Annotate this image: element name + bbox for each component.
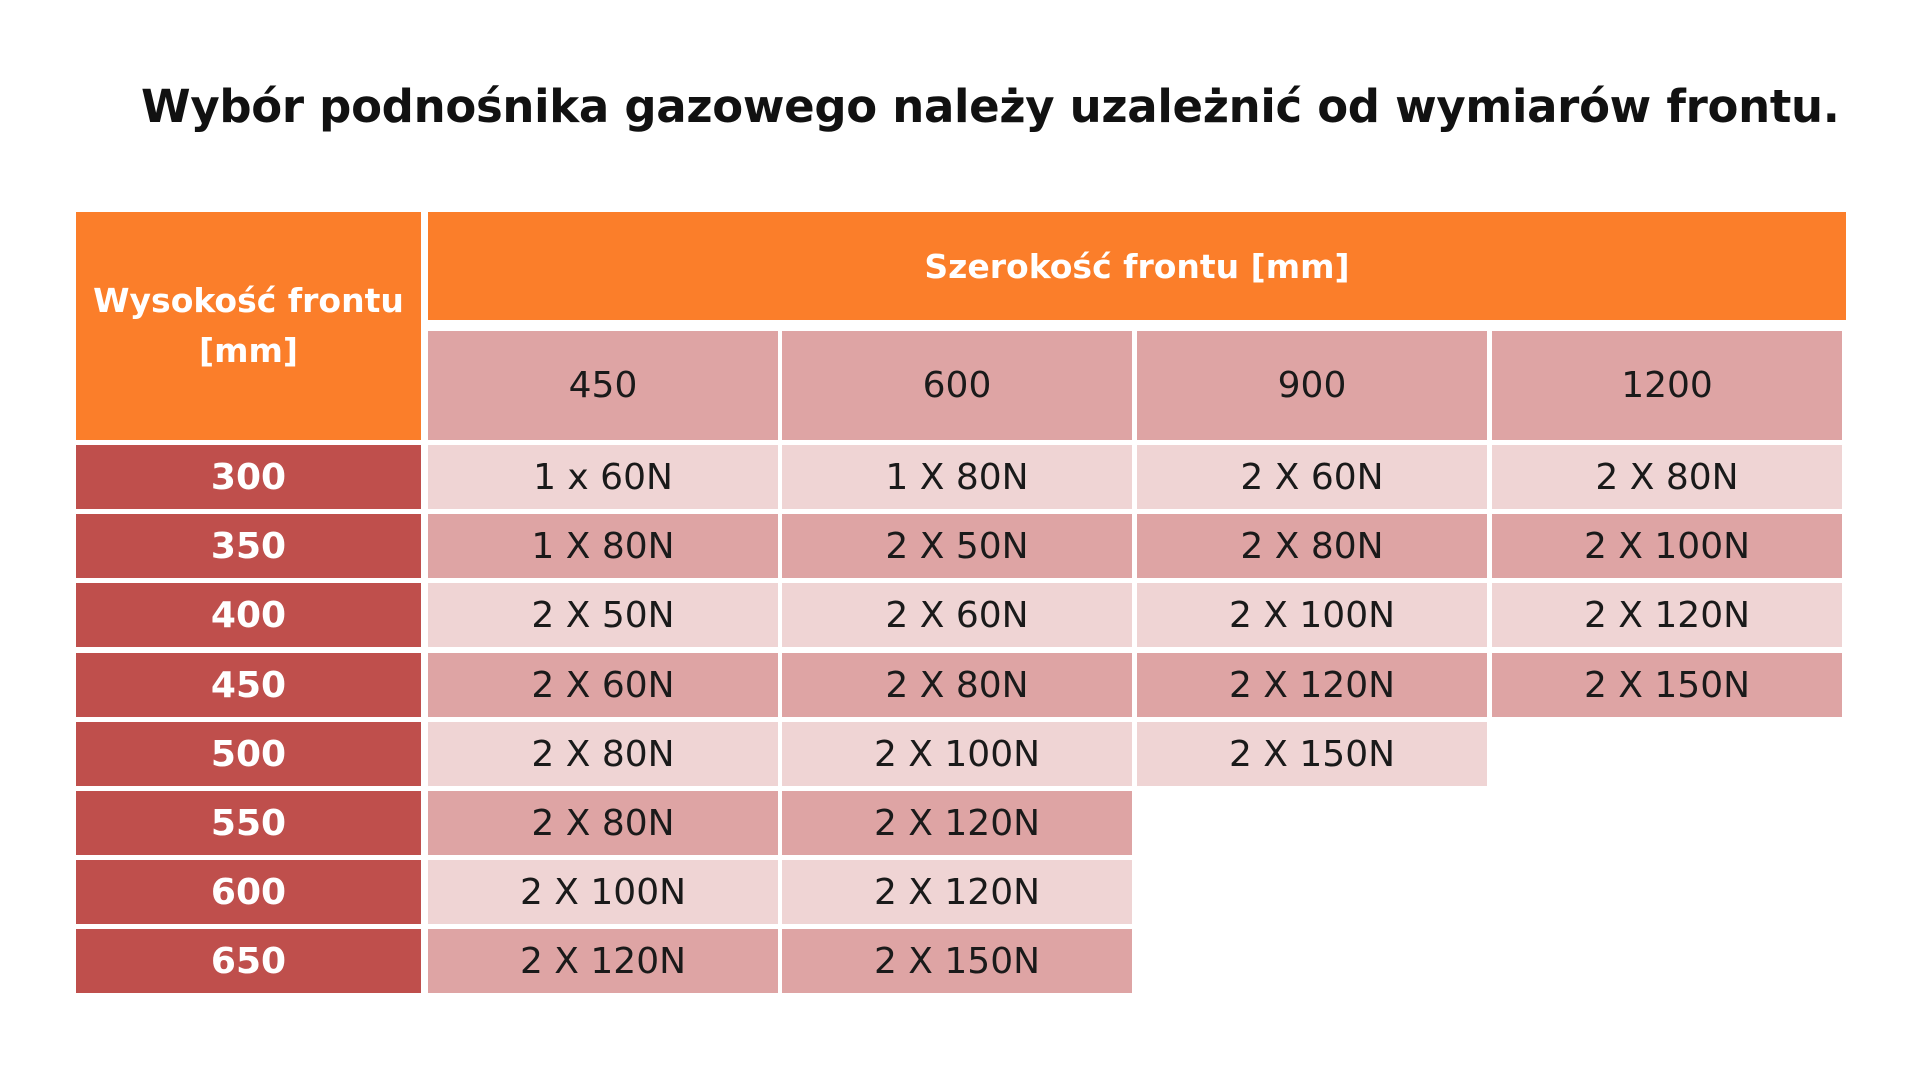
page-title: Wybór podnośnika gazowego należy uzależn…	[141, 80, 1840, 133]
gas-lift-value-cell: 2 X 120N	[1137, 653, 1487, 717]
width-header-1: 600	[782, 331, 1132, 440]
gas-lift-value-cell: 2 X 120N	[782, 860, 1132, 924]
height-row-header: 400	[76, 583, 421, 647]
width-header-2: 900	[1137, 331, 1487, 440]
gas-lift-value-cell: 1 X 80N	[428, 514, 778, 578]
gas-lift-value-cell: 2 X 50N	[782, 514, 1132, 578]
height-row-header: 350	[76, 514, 421, 578]
gas-lift-value-cell: 2 X 80N	[1137, 514, 1487, 578]
gas-lift-value-cell: 2 X 80N	[428, 722, 778, 786]
gas-lift-value-cell: 2 X 80N	[782, 653, 1132, 717]
width-header-3: 1200	[1492, 331, 1842, 440]
gas-lift-value-cell: 1 x 60N	[428, 445, 778, 509]
height-row-header: 650	[76, 929, 421, 993]
gas-lift-value-cell: 2 X 120N	[782, 791, 1132, 855]
gas-lift-value-cell: 2 X 50N	[428, 583, 778, 647]
gas-lift-value-cell: 2 X 150N	[782, 929, 1132, 993]
gas-lift-value-cell: 2 X 120N	[1492, 583, 1842, 647]
gas-lift-value-cell: 2 X 100N	[1137, 583, 1487, 647]
height-row-header: 550	[76, 791, 421, 855]
gas-lift-value-cell: 2 X 80N	[428, 791, 778, 855]
gas-lift-selection-table: Wysokość frontu [mm] Szerokość frontu [m…	[76, 212, 1846, 993]
height-row-header: 300	[76, 445, 421, 509]
gas-lift-value-cell: 2 X 150N	[1137, 722, 1487, 786]
height-row-header: 450	[76, 653, 421, 717]
gas-lift-value-cell: 2 X 100N	[1492, 514, 1842, 578]
height-row-header: 500	[76, 722, 421, 786]
gas-lift-value-cell: 2 X 100N	[428, 860, 778, 924]
width-header-0: 450	[428, 331, 778, 440]
gas-lift-value-cell: 2 X 80N	[1492, 445, 1842, 509]
gas-lift-value-cell: 2 X 120N	[428, 929, 778, 993]
gas-lift-value-cell: 2 X 100N	[782, 722, 1132, 786]
gas-lift-value-cell: 2 X 60N	[428, 653, 778, 717]
height-row-header: 600	[76, 860, 421, 924]
gas-lift-value-cell: 2 X 60N	[782, 583, 1132, 647]
height-column-header: Wysokość frontu [mm]	[76, 212, 421, 440]
gas-lift-value-cell: 1 X 80N	[782, 445, 1132, 509]
gas-lift-value-cell: 2 X 150N	[1492, 653, 1842, 717]
width-group-header: Szerokość frontu [mm]	[428, 212, 1846, 320]
gas-lift-value-cell: 2 X 60N	[1137, 445, 1487, 509]
